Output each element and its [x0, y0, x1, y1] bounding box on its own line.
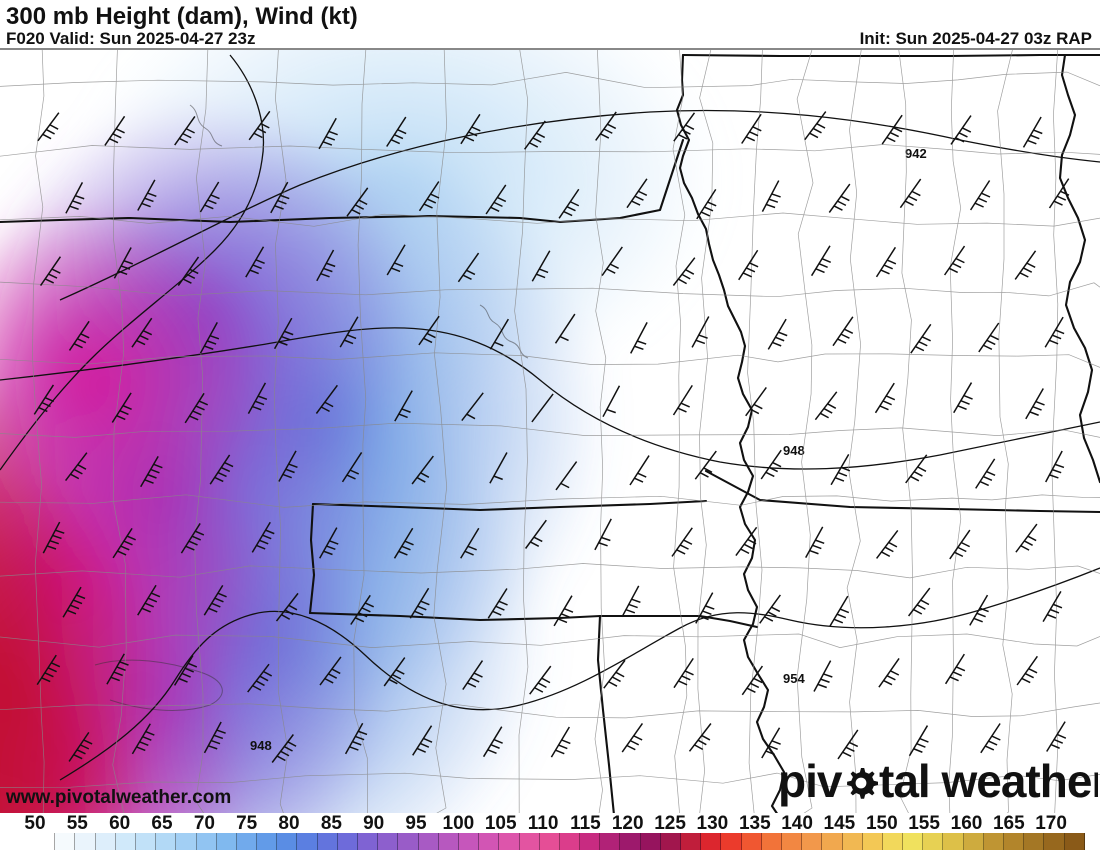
svg-text:tal weather: tal weather [879, 755, 1098, 807]
svg-text:piv: piv [778, 755, 843, 807]
